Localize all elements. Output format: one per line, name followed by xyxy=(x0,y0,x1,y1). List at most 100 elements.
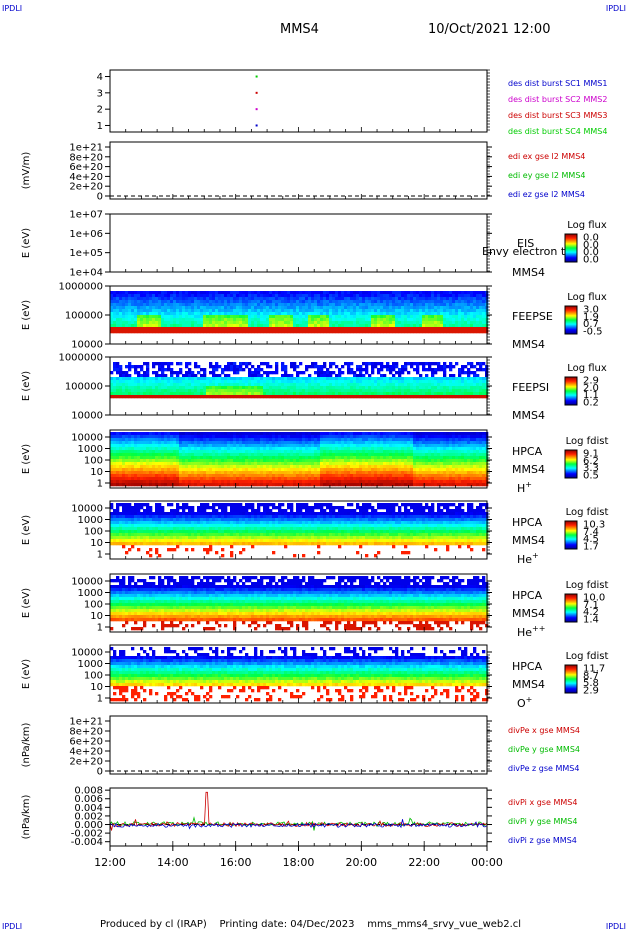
spectrogram-cell xyxy=(257,441,261,445)
spectrogram-cell xyxy=(356,441,360,445)
spectrogram-cell xyxy=(158,297,162,301)
spectrogram-cell xyxy=(200,303,204,307)
spectrogram-cell xyxy=(440,386,444,390)
spectrogram-cell xyxy=(257,324,261,328)
colorbar xyxy=(564,233,578,263)
spectrogram-cell xyxy=(272,462,276,466)
spectrogram-cell xyxy=(272,468,276,472)
spectrogram-cell xyxy=(212,441,216,445)
spectrogram-cell xyxy=(275,377,279,381)
spectrogram-cell xyxy=(278,297,282,301)
spectrogram-cell xyxy=(332,291,336,295)
spectrogram-cell xyxy=(419,294,423,298)
spectrogram-cell xyxy=(227,380,231,384)
spectrogram-cell xyxy=(284,462,288,466)
spectrogram-cell xyxy=(335,468,339,472)
spectrogram-cell xyxy=(128,465,132,469)
spectrogram-cell xyxy=(119,456,123,460)
spectrogram-cell xyxy=(173,327,177,331)
spectrogram-cell xyxy=(251,380,255,384)
spectrogram-cell xyxy=(299,447,303,451)
spectrogram-cell xyxy=(116,435,120,439)
spectrogram-cell xyxy=(389,395,393,399)
spectrogram-cell xyxy=(260,386,264,390)
spectrogram-cell xyxy=(326,377,330,381)
spectrogram-cell xyxy=(284,297,288,301)
spectrogram-cell xyxy=(170,471,174,475)
spectrogram-cell xyxy=(374,383,378,387)
spectrogram-cell xyxy=(242,441,246,445)
spectrogram-cell xyxy=(155,432,159,436)
spectrogram-cell xyxy=(428,309,432,313)
spectrogram-cell xyxy=(344,459,348,463)
spectrogram-cell xyxy=(377,471,381,475)
spectrogram-cell xyxy=(176,315,180,319)
spectrogram-cell xyxy=(290,395,294,399)
spectrogram-cell xyxy=(251,395,255,399)
spectrogram-cell xyxy=(395,474,399,478)
spectrogram-cell xyxy=(446,300,450,304)
spectrogram-cell xyxy=(344,386,348,390)
spectrogram-cell xyxy=(404,321,408,325)
spectrogram-cell xyxy=(146,300,150,304)
spectrogram-cell xyxy=(128,468,132,472)
spectrogram-cell xyxy=(116,368,120,372)
spectrogram-cell xyxy=(413,312,417,316)
spectrogram-cell xyxy=(134,327,138,331)
spectrogram-cell xyxy=(464,303,468,307)
spectrogram-cell xyxy=(350,447,354,451)
spectrogram-cell xyxy=(344,303,348,307)
spectrogram-cell xyxy=(281,392,285,396)
spectrogram-cell xyxy=(401,465,405,469)
spectrogram-cell xyxy=(401,291,405,295)
spectrogram-cell xyxy=(479,303,483,307)
spectrogram-cell xyxy=(323,300,327,304)
spectrogram-cell xyxy=(386,465,390,469)
spectrogram-cell xyxy=(329,395,333,399)
spectrogram-cell xyxy=(395,471,399,475)
spectrogram-cell xyxy=(347,447,351,451)
spectrogram-cell xyxy=(161,450,165,454)
spectrogram-cell xyxy=(284,368,288,372)
spectrogram-cell xyxy=(365,312,369,316)
spectrogram-cell xyxy=(215,318,219,322)
spectrogram-cell xyxy=(371,383,375,387)
spectrogram-cell xyxy=(386,300,390,304)
spectrogram-cell xyxy=(137,462,141,466)
spectrogram-cell xyxy=(320,294,324,298)
spectrogram-cell xyxy=(377,435,381,439)
spectrogram-cell xyxy=(404,297,408,301)
spectrogram-cell xyxy=(191,432,195,436)
spectrogram-cell xyxy=(317,294,321,298)
spectrogram-cell xyxy=(434,368,438,372)
spectrogram-cell xyxy=(143,392,147,396)
spectrogram-cell xyxy=(395,435,399,439)
spectrogram-cell xyxy=(218,389,222,393)
spectrogram-cell xyxy=(281,362,285,366)
spectrogram-cell xyxy=(446,312,450,316)
spectrogram-cell xyxy=(362,380,366,384)
spectrogram-cell xyxy=(404,383,408,387)
spectrogram-cell xyxy=(386,377,390,381)
spectrogram-cell xyxy=(314,386,318,390)
spectrogram-cell xyxy=(197,312,201,316)
spectrogram-cell xyxy=(194,321,198,325)
spectrogram-cell xyxy=(479,321,483,325)
spectrogram-cell xyxy=(242,474,246,478)
spectrogram-cell xyxy=(344,471,348,475)
spectrogram-cell xyxy=(203,453,207,457)
spectrogram-cell xyxy=(317,368,321,372)
spectrogram-cell xyxy=(290,450,294,454)
spectrogram-cell xyxy=(227,318,231,322)
spectrogram-cell xyxy=(131,297,135,301)
spectrogram-cell xyxy=(200,459,204,463)
spectrogram-cell xyxy=(239,395,243,399)
spectrogram-cell xyxy=(116,480,120,484)
spectrogram-cell xyxy=(449,324,453,328)
spectrogram-cell xyxy=(191,380,195,384)
spectrogram-cell xyxy=(353,389,357,393)
spectrogram-cell xyxy=(218,453,222,457)
spectrogram-cell xyxy=(263,395,267,399)
spectrogram-cell xyxy=(239,380,243,384)
